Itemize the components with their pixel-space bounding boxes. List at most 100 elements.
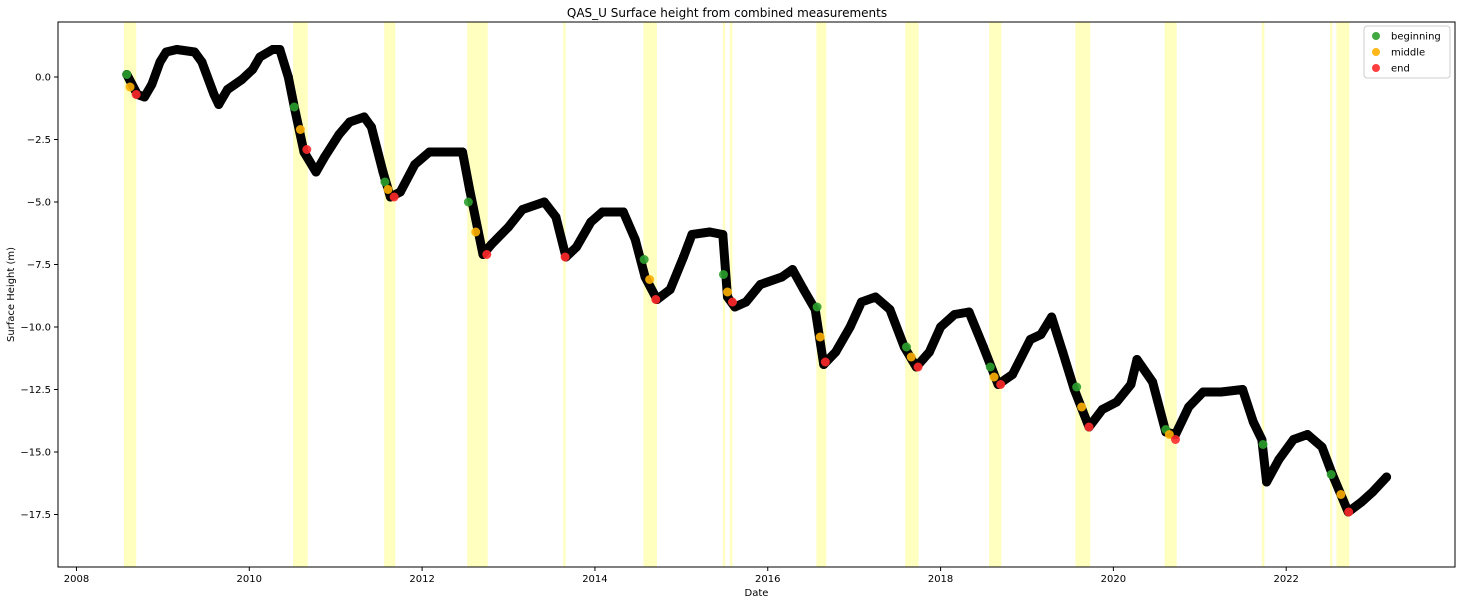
measurement-point xyxy=(311,167,321,177)
melt-season-band xyxy=(384,22,396,567)
measurement-point xyxy=(147,80,157,89)
plot-area-frame xyxy=(57,21,1456,568)
measurement-point xyxy=(618,207,628,217)
measurement-point xyxy=(345,117,355,127)
middle-point xyxy=(815,332,825,342)
end-point xyxy=(131,90,141,99)
x-tick-label: 2016 xyxy=(755,574,780,585)
end-point xyxy=(727,297,737,307)
y-tick-label: −7.5 xyxy=(27,260,51,271)
measurement-point xyxy=(978,342,988,352)
melt-season-band xyxy=(1261,22,1265,567)
measurement-point xyxy=(223,85,233,94)
measurement-point xyxy=(457,147,467,157)
measurement-point xyxy=(1184,402,1194,412)
chart-title: QAS_U Surface height from combined measu… xyxy=(567,6,887,20)
x-tick-label: 2012 xyxy=(409,574,434,585)
measurement-point xyxy=(366,122,376,132)
measurement-point xyxy=(539,197,549,207)
x-axis-ticks: 2008 2010 2012 2014 2016 2018 2020 2022 xyxy=(64,567,1299,585)
y-tick-label: −5.0 xyxy=(27,198,51,209)
measurement-point xyxy=(378,167,388,177)
y-axis-ticks: 0.0 −2.5 −5.0 −7.5 −10.0 −12.5 −15.0 −17.5 xyxy=(20,73,58,521)
measurement-point xyxy=(410,160,420,169)
measurement-point xyxy=(665,285,675,294)
measurement-point xyxy=(248,65,258,74)
measurement-point xyxy=(1132,355,1142,364)
measurement-point xyxy=(504,222,514,232)
measurement-point xyxy=(172,45,182,54)
measurement-point xyxy=(268,45,278,54)
x-tick-label: 2008 xyxy=(64,574,89,585)
measurement-point xyxy=(275,45,285,54)
measurement-point xyxy=(845,322,855,332)
measurement-point xyxy=(209,90,219,99)
beginning-point xyxy=(1258,440,1268,449)
end-point xyxy=(389,192,399,202)
legend-marker-beginning xyxy=(1372,32,1380,40)
measurements-series-line xyxy=(122,45,1392,517)
measurement-point xyxy=(571,242,581,252)
measurement-point xyxy=(486,240,496,249)
melt-season-band xyxy=(123,22,137,567)
measurement-point xyxy=(517,205,527,214)
legend-label-middle: middle xyxy=(1391,48,1425,59)
middle-point xyxy=(471,227,481,237)
end-point xyxy=(1170,435,1180,444)
y-axis-label: Surface Height (m) xyxy=(6,247,17,342)
measurement-point xyxy=(1248,417,1258,427)
measurement-point xyxy=(936,322,946,332)
measurement-point xyxy=(630,235,640,244)
measurement-point xyxy=(359,112,369,122)
legend-marker-end xyxy=(1372,64,1380,72)
melt-season-band xyxy=(989,22,1002,567)
y-tick-label: −2.5 xyxy=(27,135,51,146)
middle-point xyxy=(1336,490,1346,499)
y-tick-label: −12.5 xyxy=(20,385,51,396)
melt-season-band xyxy=(1336,22,1350,567)
legend-marker-middle xyxy=(1372,48,1380,56)
melt-season-bands xyxy=(123,22,1350,567)
melt-season-band xyxy=(1075,22,1091,567)
measurement-point xyxy=(885,305,895,314)
beginning-point xyxy=(901,342,911,352)
measurement-point xyxy=(831,347,841,357)
beginning-point xyxy=(812,302,822,312)
beginning-point xyxy=(718,270,728,279)
middle-point xyxy=(906,352,916,362)
end-point xyxy=(651,295,661,304)
beginning-point xyxy=(639,255,649,264)
end-point xyxy=(302,145,312,154)
beginning-point xyxy=(380,177,390,187)
measurement-point xyxy=(1025,335,1035,344)
measurement-point xyxy=(1097,405,1107,414)
measurement-point xyxy=(1317,442,1327,452)
middle-point xyxy=(295,125,305,134)
beginning-point xyxy=(289,102,299,112)
measurement-point xyxy=(197,57,207,67)
melt-season-band xyxy=(563,22,566,567)
middle-point xyxy=(1077,402,1087,412)
measurement-point xyxy=(718,230,728,239)
x-tick-label: 2022 xyxy=(1273,574,1298,585)
measurement-point xyxy=(1112,397,1122,407)
measurement-point xyxy=(1198,387,1208,397)
measurement-point xyxy=(424,147,434,157)
measurement-point xyxy=(237,75,247,84)
measurement-point xyxy=(1148,377,1158,387)
measurement-point xyxy=(190,47,200,57)
measurement-point xyxy=(446,147,456,157)
measurement-point xyxy=(687,230,697,239)
beginning-point xyxy=(985,362,995,372)
melt-season-band xyxy=(1164,22,1177,567)
measurement-point xyxy=(1216,387,1226,397)
middle-point xyxy=(722,287,732,297)
measurement-point xyxy=(1368,487,1378,497)
end-point xyxy=(913,362,923,372)
x-tick-label: 2014 xyxy=(582,574,607,585)
measurement-point xyxy=(950,310,960,319)
data-series xyxy=(122,45,1392,517)
measurement-point xyxy=(395,187,405,197)
measurement-point xyxy=(1008,370,1018,379)
